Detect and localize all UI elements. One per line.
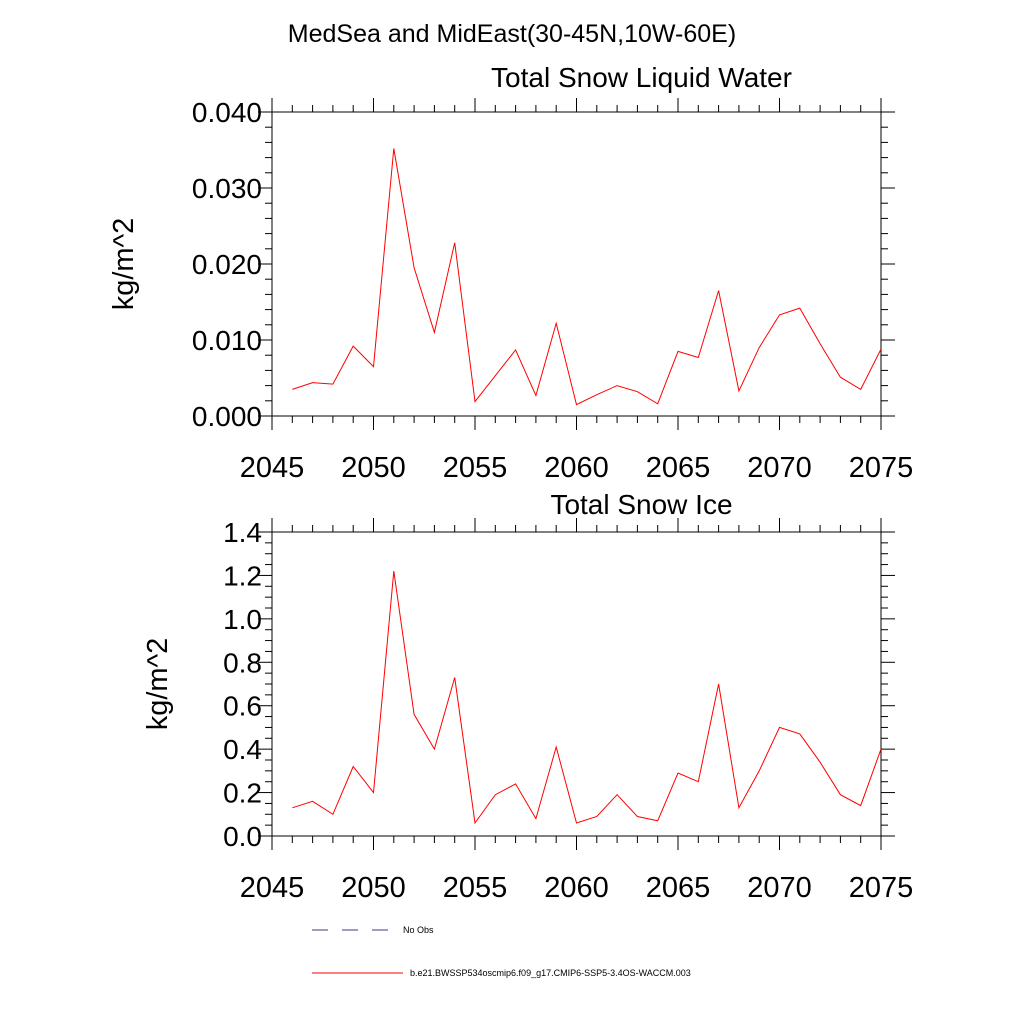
y-tick-label: 1.4 (223, 517, 262, 548)
y-tick-label: 0.010 (192, 325, 262, 356)
y-tick-label: 0.000 (192, 401, 262, 432)
x-tick-label: 2055 (443, 872, 508, 904)
y-tick-label: 0.8 (223, 647, 262, 678)
x-tick-label: 2060 (544, 452, 609, 484)
x-tick-label: 2065 (646, 872, 711, 904)
y-tick-label: 0.0 (223, 821, 262, 852)
legend-label-no-obs: No Obs (403, 925, 434, 935)
series-line-snow-ice (292, 571, 882, 825)
y-tick-label: 0.020 (192, 249, 262, 280)
x-tick-label: 2070 (747, 872, 812, 904)
x-tick-label: 2075 (849, 872, 914, 904)
chart-title-snow-ice: Total Snow Ice (550, 489, 732, 520)
y-tick-label: 0.4 (223, 734, 262, 765)
x-tick-label: 2050 (341, 452, 406, 484)
y-tick-label: 1.0 (223, 604, 262, 635)
x-tick-label: 2070 (747, 452, 812, 484)
y-tick-label: 0.040 (192, 97, 262, 128)
y-tick-label: 0.6 (223, 691, 262, 722)
chart-panel-snow-ice: Total Snow Ice kg/m^2 2045 2050 2055 2060 2065… (142, 489, 913, 904)
y-tick-label: 0.2 (223, 778, 262, 809)
x-tick-label: 2075 (849, 452, 914, 484)
figure-suptitle: MedSea and MidEast(30-45N,10W-60E) (288, 20, 736, 48)
legend-label-model-run: b.e21.BWSSP534oscmip6.f09_g17.CMIP6-SSP5… (410, 968, 691, 978)
legend: No Obs b.e21.BWSSP534oscmip6.f09_g17.CMI… (312, 925, 691, 978)
y-axis-label-snow-ice: kg/m^2 (142, 638, 174, 731)
chart-title-snow-liquid-water: Total Snow Liquid Water (491, 62, 792, 93)
x-tick-label: 2050 (341, 872, 406, 904)
chart-panel-snow-liquid-water: Total Snow Liquid Water kg/m^2 2045 2050 205… (108, 62, 913, 484)
x-tick-label: 2060 (544, 872, 609, 904)
x-tick-label: 2045 (240, 872, 305, 904)
y-tick-label: 1.2 (223, 560, 262, 591)
x-tick-label: 2045 (240, 452, 305, 484)
x-tick-label: 2065 (646, 452, 711, 484)
plot-frame-snow-ice (271, 531, 882, 837)
y-axis-label-snow-liquid-water: kg/m^2 (108, 218, 140, 311)
series-line-snow-liquid-water (292, 148, 882, 406)
y-tick-label: 0.030 (192, 173, 262, 204)
x-tick-label: 2055 (443, 452, 508, 484)
plot-frame-snow-liquid-water (271, 111, 882, 417)
